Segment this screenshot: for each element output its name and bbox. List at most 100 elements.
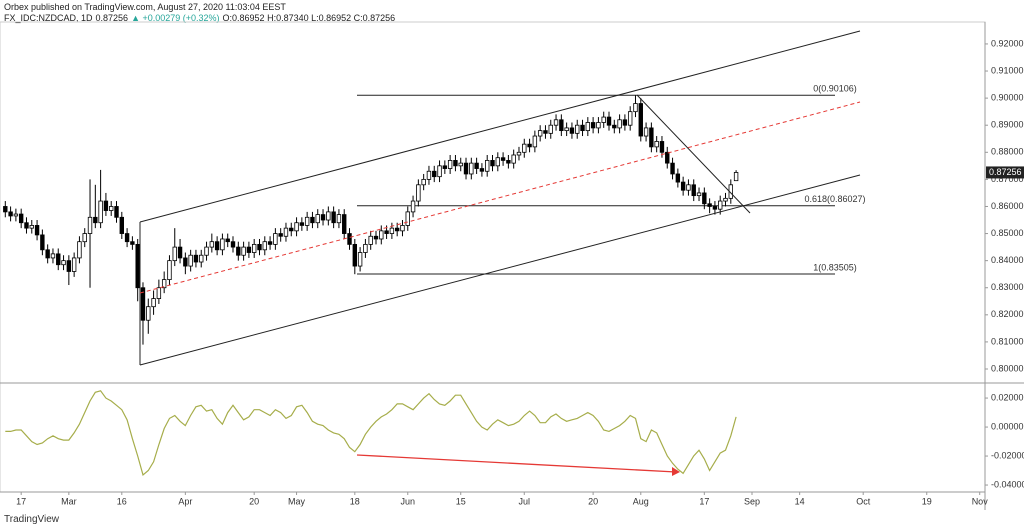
candle-body	[447, 160, 453, 169]
fib-label: 0.618(0.86027)	[804, 194, 865, 204]
osc-tick-label: 0.00000	[991, 421, 1024, 431]
candle-body	[453, 160, 458, 167]
candle-body	[527, 143, 532, 148]
candle-body	[575, 124, 580, 134]
candle-body	[214, 241, 220, 251]
candle-body	[654, 141, 659, 148]
candle-body	[622, 119, 628, 126]
candle-body	[50, 253, 56, 259]
channel-upper	[139, 30, 861, 223]
candle-body	[633, 103, 638, 113]
candle-body	[394, 227, 400, 232]
symbol-line: FX_IDC:NZDCAD, 1D 0.87256 ▲ +0.00279 (+0.3…	[4, 13, 398, 24]
candle-body	[638, 103, 643, 137]
candle-body	[236, 246, 241, 256]
candle-body	[199, 254, 204, 263]
candle-body	[596, 122, 601, 129]
osc-tick-label: -0.04000	[991, 479, 1024, 489]
candle-body	[405, 211, 410, 226]
candle-body	[151, 298, 156, 308]
candle-body	[357, 252, 363, 267]
x-tick-label: 18	[350, 496, 360, 506]
candle-body	[246, 246, 252, 253]
candle-body	[649, 127, 654, 148]
candle-body	[98, 200, 103, 224]
candle-body	[532, 135, 538, 148]
candle-body	[384, 230, 389, 234]
y-tick-label: 0.92000	[991, 38, 1024, 48]
candle-body	[590, 122, 596, 129]
candle-body	[3, 206, 8, 213]
candle-body	[241, 246, 246, 256]
candle-body	[680, 181, 686, 191]
footer: TradingView	[4, 514, 60, 525]
x-tick-label: Apr	[178, 496, 192, 506]
candle-body	[490, 160, 495, 167]
candle-body	[71, 257, 77, 272]
candle-body	[267, 241, 273, 245]
candle-body	[34, 225, 40, 236]
candle-body	[177, 246, 183, 259]
candle-body	[114, 206, 119, 218]
candle-body	[707, 203, 712, 207]
candle-body	[368, 235, 373, 245]
candle-body	[479, 168, 485, 172]
candle-body	[432, 170, 437, 178]
x-tick-label: Mar	[61, 496, 77, 506]
candle-body	[670, 162, 675, 175]
ohlc: O:0.86952 H:0.87340 L:0.86952 C:0.87256	[222, 13, 396, 23]
candle-body	[416, 184, 421, 202]
x-tick-label: 19	[922, 496, 932, 506]
candle-body	[585, 122, 591, 132]
candle-body	[193, 254, 199, 263]
candle-body	[87, 216, 93, 234]
annotations	[139, 30, 861, 476]
candle-body	[342, 214, 347, 234]
fib-label: 0(0.90106)	[813, 84, 857, 94]
candle-body	[564, 127, 569, 132]
candle-body	[691, 184, 696, 197]
candle-body	[209, 241, 215, 248]
oscillator-line	[5, 390, 737, 476]
change: ▲ +0.00279 (+0.32%)	[131, 13, 220, 23]
candle-body	[315, 214, 320, 224]
y-tick-label: 0.84000	[991, 255, 1024, 265]
candle-body	[273, 233, 278, 245]
candle-body	[13, 213, 19, 217]
candle-body	[442, 165, 448, 169]
candle-body	[363, 243, 368, 253]
divergence-arrow	[356, 454, 677, 473]
candle-body	[320, 214, 326, 221]
candle-body	[130, 241, 135, 245]
header: Orbex published on TradingView.com, Augu…	[4, 2, 398, 24]
candle-body	[347, 233, 352, 245]
candle-body	[278, 233, 283, 237]
channel-mid	[139, 101, 861, 294]
candle-body	[262, 241, 267, 251]
candle-body	[506, 160, 511, 164]
candle-body	[257, 243, 262, 251]
candle-body	[251, 243, 257, 253]
candle-body	[156, 287, 162, 299]
x-tick-label: 17	[699, 496, 709, 506]
candle-body	[336, 214, 342, 224]
candle-body	[495, 157, 500, 167]
candle-body	[45, 249, 50, 259]
x-tick-label: May	[288, 496, 306, 506]
candle-body	[188, 254, 193, 267]
candle-body	[548, 124, 553, 134]
x-tick-label: Nov	[972, 496, 989, 506]
candle-body	[40, 234, 45, 251]
x-tick-label: Jul	[519, 496, 531, 506]
candle-body	[225, 238, 230, 243]
candle-body	[543, 130, 548, 134]
candle-body	[421, 178, 426, 186]
candle-body	[463, 162, 469, 175]
last-price-box	[986, 166, 1024, 179]
candle-body	[665, 151, 670, 164]
candle-body	[612, 124, 617, 129]
candle-body	[124, 233, 130, 243]
x-tick-label: Aug	[633, 496, 649, 506]
candle-body	[109, 206, 114, 211]
candle-body	[606, 116, 612, 126]
